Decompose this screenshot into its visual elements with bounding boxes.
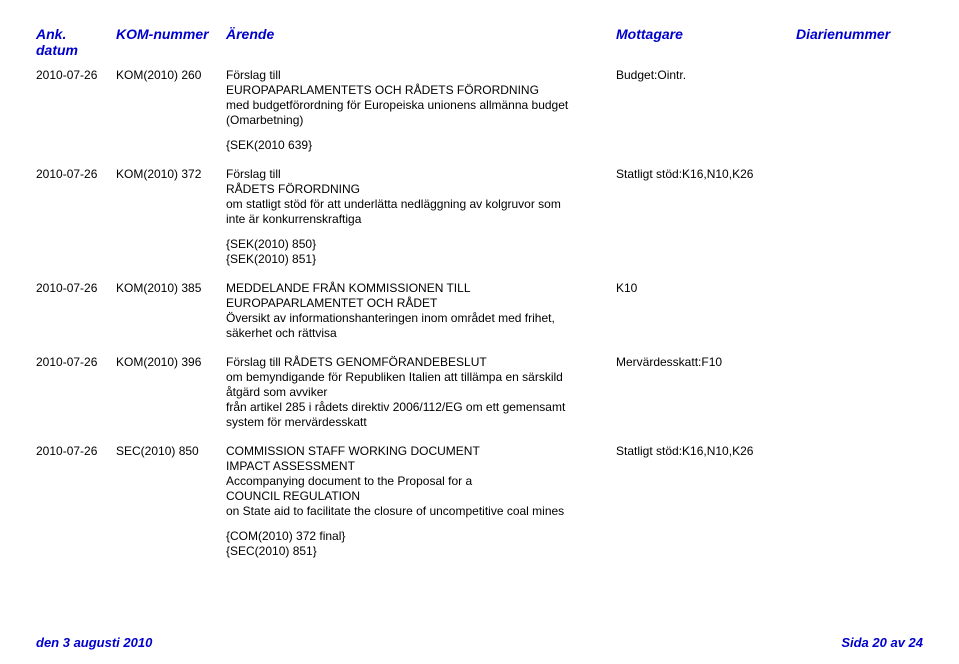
table-row: 2010-07-26KOM(2010) 385MEDDELANDE FRÅN K…: [36, 277, 923, 351]
cell-kom: KOM(2010) 385: [116, 277, 226, 351]
arende-supplement: {SEK(2010) 850}{SEK(2010) 851}: [226, 227, 606, 267]
cell-mottagare: Mervärdesskatt:F10: [616, 351, 796, 440]
table-row: 2010-07-26KOM(2010) 260Förslag tillEUROP…: [36, 64, 923, 163]
cell-mottagare: Statligt stöd:K16,N10,K26: [616, 163, 796, 277]
header-kom: KOM-nummer: [116, 24, 226, 64]
cell-mottagare: Budget:Ointr.: [616, 64, 796, 163]
cell-kom: KOM(2010) 396: [116, 351, 226, 440]
cell-mottagare: Statligt stöd:K16,N10,K26: [616, 440, 796, 569]
cell-arende: MEDDELANDE FRÅN KOMMISSIONEN TILLEUROPAP…: [226, 277, 616, 351]
table-row: 2010-07-26SEC(2010) 850COMMISSION STAFF …: [36, 440, 923, 569]
cell-arende: Förslag till RÅDETS GENOMFÖRANDEBESLUTom…: [226, 351, 616, 440]
cell-arende: Förslag tillRÅDETS FÖRORDNINGom statligt…: [226, 163, 616, 277]
cell-mottagare: K10: [616, 277, 796, 351]
cell-diarie: [796, 351, 923, 440]
header-arende: Ärende: [226, 24, 616, 64]
cell-date: 2010-07-26: [36, 163, 116, 277]
cell-date: 2010-07-26: [36, 64, 116, 163]
cell-diarie: [796, 277, 923, 351]
cell-date: 2010-07-26: [36, 440, 116, 569]
cell-arende: COMMISSION STAFF WORKING DOCUMENTIMPACT …: [226, 440, 616, 569]
cell-arende: Förslag tillEUROPAPARLAMENTETS OCH RÅDET…: [226, 64, 616, 163]
header-mottagare: Mottagare: [616, 24, 796, 64]
table-row: 2010-07-26KOM(2010) 396Förslag till RÅDE…: [36, 351, 923, 440]
cell-kom: KOM(2010) 260: [116, 64, 226, 163]
header-diarie: Diarienummer: [796, 24, 923, 64]
arende-supplement: {COM(2010) 372 final}{SEC(2010) 851}: [226, 519, 606, 559]
cell-date: 2010-07-26: [36, 277, 116, 351]
arende-text: Förslag tillEUROPAPARLAMENTETS OCH RÅDET…: [226, 68, 606, 128]
arende-text: Förslag tillRÅDETS FÖRORDNINGom statligt…: [226, 167, 606, 227]
arende-text: MEDDELANDE FRÅN KOMMISSIONEN TILLEUROPAP…: [226, 281, 606, 341]
document-table: Ank. datum KOM-nummer Ärende Mottagare D…: [36, 24, 923, 569]
cell-kom: SEC(2010) 850: [116, 440, 226, 569]
arende-supplement: {SEK(2010 639}: [226, 128, 606, 153]
cell-diarie: [796, 64, 923, 163]
header-date: Ank. datum: [36, 24, 116, 64]
header-row: Ank. datum KOM-nummer Ärende Mottagare D…: [36, 24, 923, 64]
page-footer: den 3 augusti 2010 Sida 20 av 24: [36, 635, 923, 650]
arende-text: COMMISSION STAFF WORKING DOCUMENTIMPACT …: [226, 444, 606, 519]
cell-date: 2010-07-26: [36, 351, 116, 440]
arende-text: Förslag till RÅDETS GENOMFÖRANDEBESLUTom…: [226, 355, 606, 430]
cell-diarie: [796, 163, 923, 277]
footer-page: Sida 20 av 24: [841, 635, 923, 650]
cell-kom: KOM(2010) 372: [116, 163, 226, 277]
footer-date: den 3 augusti 2010: [36, 635, 152, 650]
cell-diarie: [796, 440, 923, 569]
table-row: 2010-07-26KOM(2010) 372Förslag tillRÅDET…: [36, 163, 923, 277]
